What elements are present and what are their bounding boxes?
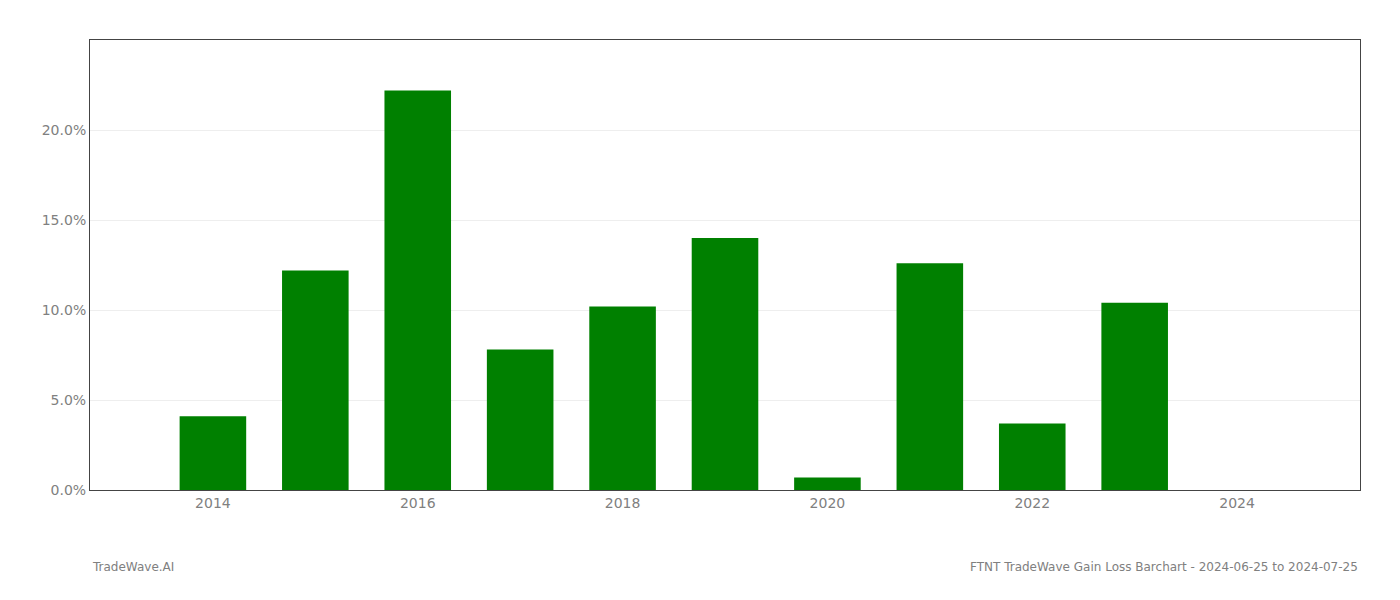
svg-text:2022: 2022 bbox=[1014, 495, 1050, 511]
svg-text:2014: 2014 bbox=[195, 495, 231, 511]
svg-text:15.0%: 15.0% bbox=[42, 212, 86, 228]
svg-text:5.0%: 5.0% bbox=[51, 392, 87, 408]
svg-text:20.0%: 20.0% bbox=[42, 122, 86, 138]
svg-text:2020: 2020 bbox=[810, 495, 846, 511]
svg-text:2024: 2024 bbox=[1219, 495, 1255, 511]
svg-text:2016: 2016 bbox=[400, 495, 436, 511]
svg-text:2018: 2018 bbox=[605, 495, 641, 511]
svg-text:FTNT TradeWave Gain Loss Barch: FTNT TradeWave Gain Loss Barchart - 2024… bbox=[970, 560, 1358, 574]
svg-text:0.0%: 0.0% bbox=[51, 482, 87, 498]
svg-text:TradeWave.AI: TradeWave.AI bbox=[92, 560, 174, 574]
svg-text:10.0%: 10.0% bbox=[42, 302, 86, 318]
